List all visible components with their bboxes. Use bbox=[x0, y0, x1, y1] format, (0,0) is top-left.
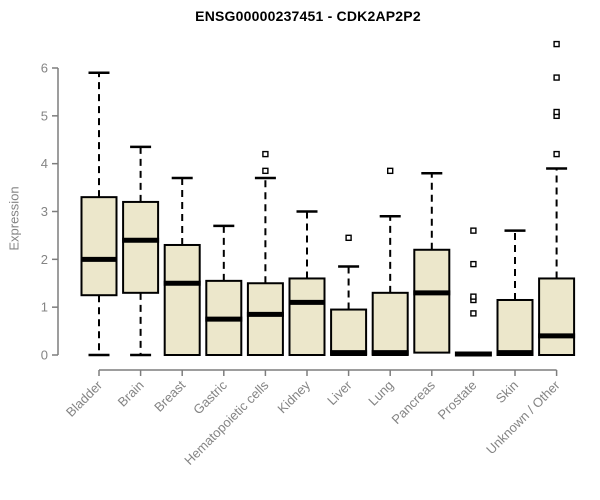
outlier-point-unknown-other bbox=[553, 108, 560, 116]
outlier-point-unknown-other bbox=[553, 40, 560, 48]
box-lung bbox=[371, 291, 409, 357]
x-category-label-breast: Breast bbox=[151, 377, 188, 414]
x-category-label-gastric: Gastric bbox=[190, 377, 230, 417]
outlier-point-prostate bbox=[470, 260, 477, 268]
x-category-label-pancreas: Pancreas bbox=[388, 377, 438, 427]
x-category-label-prostate: Prostate bbox=[435, 378, 480, 423]
y-tick-label: 3 bbox=[41, 204, 48, 219]
box-liver bbox=[330, 308, 368, 356]
y-tick-label: 6 bbox=[41, 61, 48, 76]
box-pancreas bbox=[413, 248, 451, 354]
box-kidney bbox=[288, 277, 326, 357]
y-tick-label: 1 bbox=[41, 300, 48, 315]
box-brain bbox=[122, 200, 160, 294]
x-category-label-lung: Lung bbox=[365, 378, 396, 409]
y-tick-label: 2 bbox=[41, 252, 48, 267]
outlier-point-unknown-other bbox=[553, 74, 560, 81]
outlier-point-prostate bbox=[470, 227, 477, 234]
box-unknown-other bbox=[538, 277, 576, 357]
outlier-point-hematopoietic-cells bbox=[262, 167, 269, 175]
x-category-label-liver: Liver bbox=[324, 377, 355, 408]
y-tick-label: 0 bbox=[41, 348, 48, 363]
box-bladder bbox=[80, 196, 118, 297]
outlier-point-prostate bbox=[470, 293, 477, 300]
y-tick-label: 5 bbox=[41, 108, 48, 123]
chart-title: ENSG00000237451 - CDK2AP2P2 bbox=[195, 8, 421, 24]
outlier-point-hematopoietic-cells bbox=[262, 150, 269, 158]
x-category-label-kidney: Kidney bbox=[274, 377, 313, 416]
box-skin bbox=[496, 298, 534, 357]
outlier-point-prostate bbox=[470, 310, 477, 317]
x-category-label-brain: Brain bbox=[115, 378, 147, 410]
y-tick-label: 4 bbox=[41, 156, 48, 171]
box-hematopoietic-cells bbox=[246, 282, 284, 356]
outlier-point-liver bbox=[345, 234, 352, 242]
outlier-point-unknown-other bbox=[553, 150, 560, 158]
x-category-label-skin: Skin bbox=[493, 378, 521, 406]
box-breast bbox=[163, 243, 201, 357]
outlier-point-lung bbox=[387, 167, 394, 175]
x-category-label-unknown-other: Unknown / Other bbox=[483, 377, 563, 457]
x-category-label-bladder: Bladder bbox=[63, 377, 106, 420]
